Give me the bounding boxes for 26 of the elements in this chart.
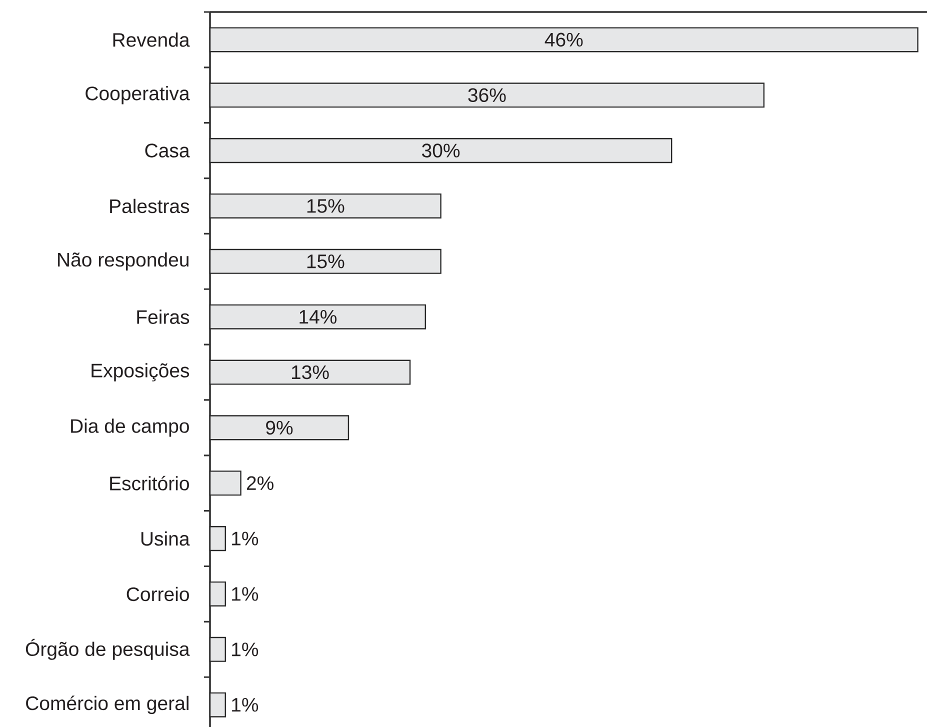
y-tick-label: Órgão de pesquisa [26,638,190,660]
y-tick-label: Casa [145,144,190,158]
data-label: 2% [246,476,274,490]
data-label: 15% [307,254,344,268]
data-label: 1% [232,587,258,601]
data-label: 9% [266,420,293,435]
y-tick-label: Escritório [110,476,189,490]
data-label: 15% [307,199,344,213]
y-tick-label: Exposições [92,363,190,382]
data-label: 1% [232,698,258,712]
y-tick-label: Correio [126,586,189,602]
data-label: 30% [422,144,460,158]
data-label: 14% [300,310,337,324]
data-label: 1% [232,532,258,546]
y-tick-label: Comércio em geral [26,696,188,714]
data-label: 36% [468,88,506,102]
y-tick-label: Revenda [113,32,190,47]
y-tick-label: Feiras [137,310,190,324]
data-label: 46% [544,32,583,47]
y-tick-label: Dia de campo [71,418,189,437]
data-label: 1% [232,642,258,656]
y-tick-label: Cooperativa [86,86,190,104]
data-label: 13% [292,365,329,380]
y-tick-label: Palestras [110,198,190,214]
y-tick-label: Usina [141,531,190,546]
y-tick-label: Não respondeu [58,252,188,270]
